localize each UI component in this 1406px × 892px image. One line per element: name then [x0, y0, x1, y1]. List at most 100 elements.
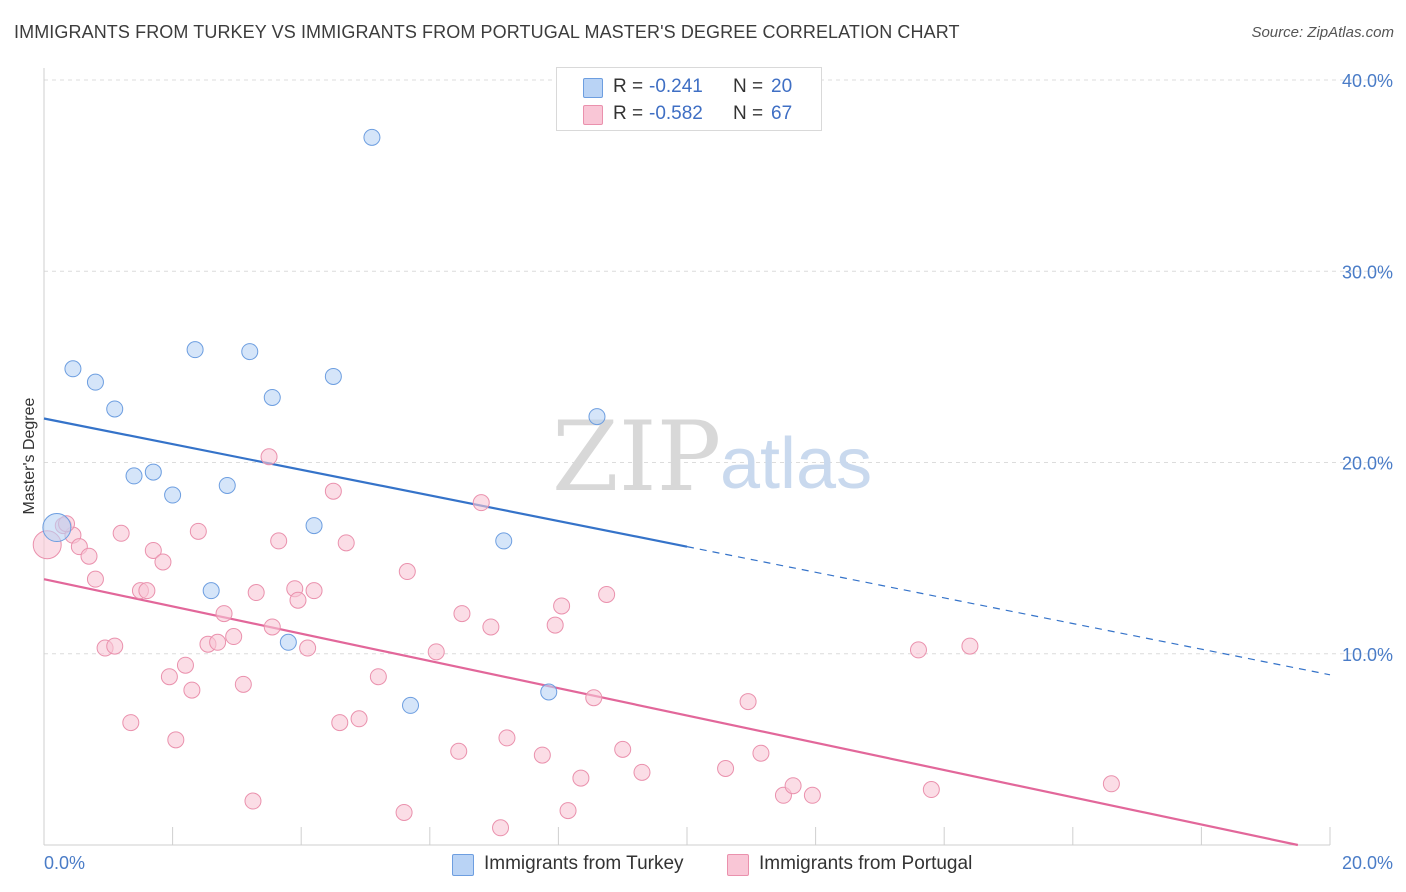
portugal-point	[112, 524, 130, 542]
turkey-point	[324, 367, 342, 385]
portugal-point	[80, 547, 98, 565]
portugal-point	[427, 643, 445, 661]
trend-line	[43, 417, 688, 548]
y-tick-label: 40.0%	[1342, 71, 1393, 91]
turkey-swatch	[583, 78, 603, 98]
chart-title: IMMIGRANTS FROM TURKEY VS IMMIGRANTS FRO…	[14, 22, 960, 42]
trend-lines	[43, 417, 1331, 847]
x-tick-labels: 0.0% 20.0%	[44, 853, 1393, 873]
r-value: -0.241	[649, 76, 703, 97]
source-credit: Source: ZipAtlas.com	[1251, 24, 1394, 41]
portugal-point	[299, 639, 317, 657]
portugal-point	[498, 729, 516, 747]
portugal-point	[784, 777, 802, 795]
y-axis-label: Master's Degree	[21, 397, 38, 514]
turkey-point	[263, 388, 281, 406]
portugal-point	[289, 591, 307, 609]
portugal-point	[106, 637, 124, 655]
portugal-point	[803, 786, 821, 804]
portugal-point	[189, 522, 207, 540]
y-tick-labels: 10.0% 20.0% 30.0% 40.0%	[1342, 71, 1393, 665]
axes	[43, 68, 1331, 846]
data-points	[32, 128, 1120, 837]
portugal-point	[86, 570, 104, 588]
portugal-point	[553, 597, 571, 615]
x-tick-label: 20.0%	[1342, 853, 1393, 873]
portugal-point	[492, 819, 510, 837]
portugal-point	[922, 781, 940, 799]
portugal-point	[533, 746, 551, 764]
turkey-point	[42, 513, 72, 543]
portugal-point	[398, 563, 416, 581]
turkey-point	[402, 696, 420, 714]
portugal-point	[324, 482, 342, 500]
portugal-point	[909, 641, 927, 659]
portugal-point	[234, 675, 252, 693]
portugal-point	[482, 618, 500, 636]
portugal-point	[138, 582, 156, 600]
r-label: R =	[613, 76, 644, 97]
portugal-point	[122, 714, 140, 732]
portugal-point	[546, 616, 564, 634]
portugal-point	[331, 714, 349, 732]
portugal-point	[572, 769, 590, 787]
portugal-swatch	[727, 854, 749, 876]
watermark-atlas: atlas	[720, 424, 872, 504]
portugal-swatch	[583, 105, 603, 125]
n-value: 67	[771, 103, 793, 124]
turkey-point	[218, 476, 236, 494]
portugal-point	[633, 763, 651, 781]
portugal-point	[225, 628, 243, 646]
y-tick-label: 10.0%	[1342, 645, 1393, 665]
turkey-point	[144, 463, 162, 481]
portugal-point	[453, 605, 471, 623]
turkey-point	[86, 373, 104, 391]
portugal-point	[154, 553, 172, 571]
turkey-point	[64, 360, 82, 378]
grid-lines	[44, 79, 1390, 655]
legend-label: Immigrants from Portugal	[759, 853, 973, 874]
portugal-point	[717, 760, 735, 777]
portugal-point	[369, 668, 387, 686]
portugal-point	[167, 731, 185, 749]
turkey-point	[106, 400, 124, 418]
turkey-swatch	[452, 854, 474, 876]
turkey-point	[202, 582, 220, 600]
turkey-point	[495, 532, 513, 550]
portugal-point	[160, 668, 178, 686]
portugal-point	[247, 584, 265, 602]
stats-legend: R = -0.241 N = 20 R = -0.582 N = 67	[556, 67, 822, 131]
y-tick-label: 30.0%	[1342, 262, 1393, 282]
turkey-point	[305, 517, 323, 535]
portugal-point	[961, 637, 979, 655]
r-label: R =	[613, 103, 644, 124]
portugal-point	[395, 803, 413, 821]
stats-row-turkey: R = -0.241 N = 20	[557, 74, 821, 100]
portugal-point	[270, 532, 288, 550]
portugal-point	[739, 693, 757, 711]
turkey-point	[164, 486, 182, 504]
turkey-point	[588, 408, 606, 426]
portugal-point	[337, 534, 355, 552]
trend-line-extension	[686, 546, 1331, 676]
turkey-point	[241, 343, 259, 361]
portugal-point	[244, 792, 262, 810]
watermark-zip: ZIP	[552, 401, 721, 513]
turkey-point	[186, 341, 204, 359]
series-legend: Immigrants from Turkey Immigrants from P…	[0, 852, 1406, 878]
portugal-point	[472, 494, 490, 512]
portugal-point	[176, 656, 194, 674]
portugal-point	[263, 618, 281, 636]
turkey-point	[363, 128, 381, 146]
turkey-point	[125, 467, 143, 485]
portugal-point	[260, 448, 278, 466]
portugal-point	[209, 633, 227, 651]
portugal-point	[559, 802, 577, 820]
turkey-point	[279, 633, 297, 651]
y-tick-label: 20.0%	[1342, 454, 1393, 474]
portugal-point	[585, 689, 603, 707]
portugal-point	[215, 605, 233, 623]
r-value: -0.582	[649, 103, 703, 124]
portugal-point	[144, 541, 162, 559]
